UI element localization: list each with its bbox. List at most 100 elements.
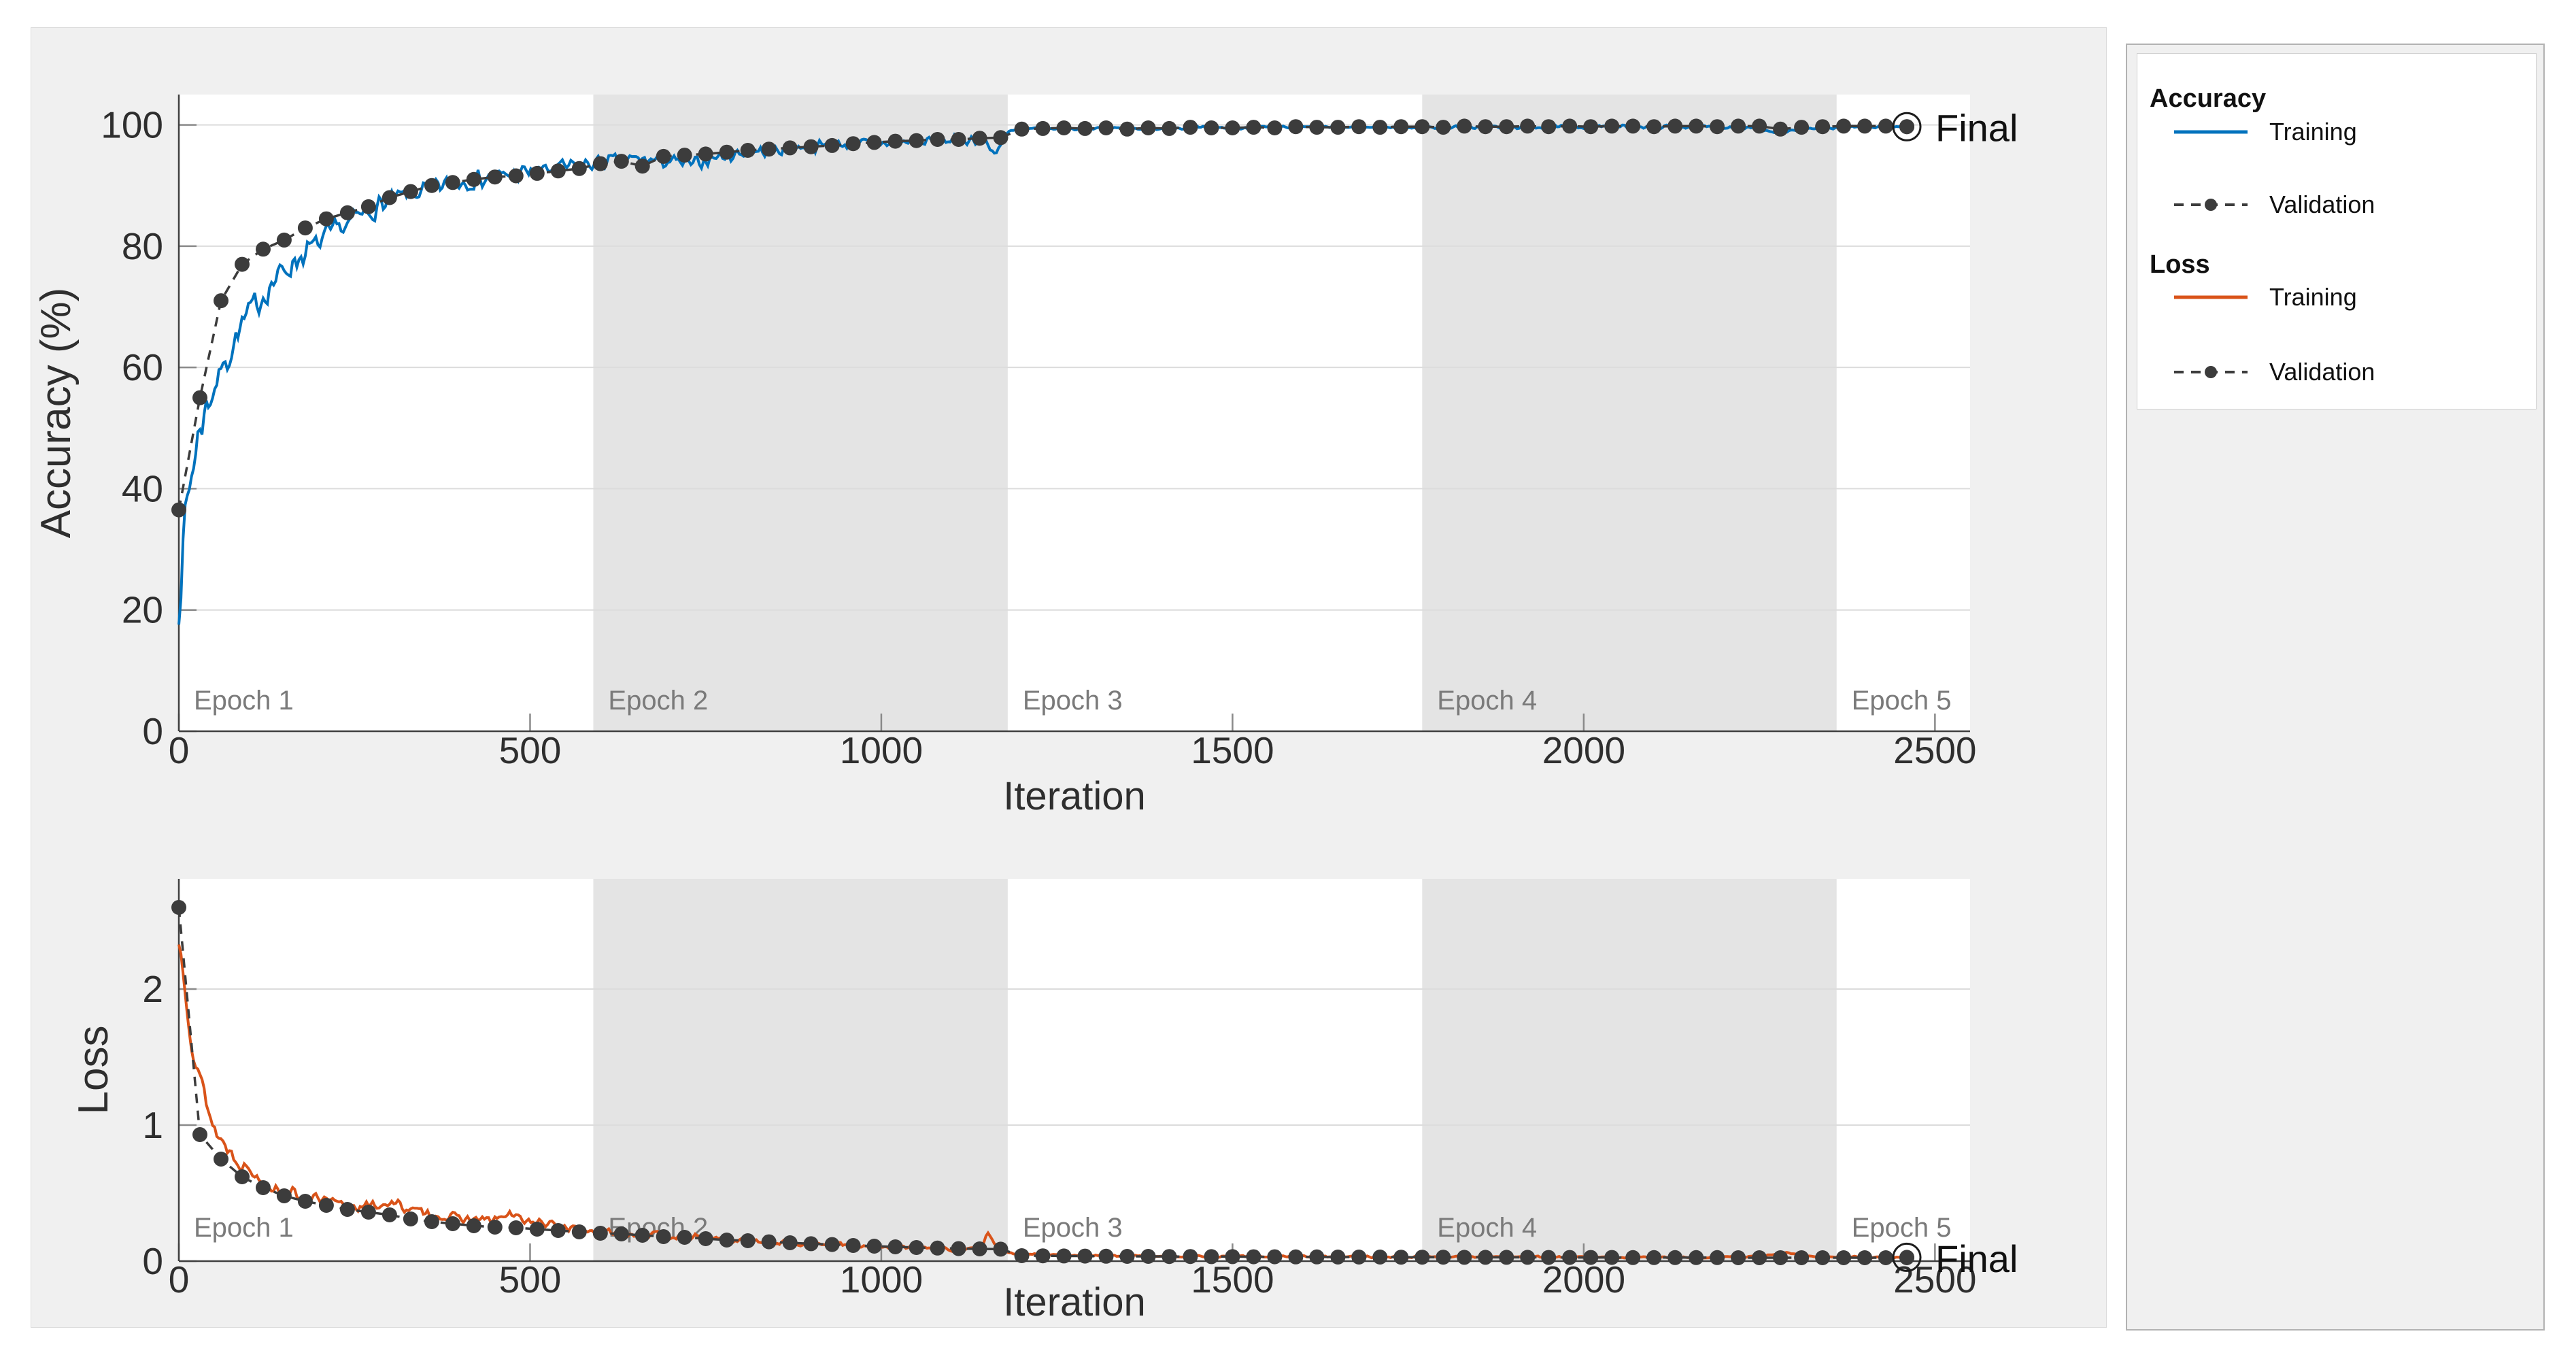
- validation-marker: [1098, 120, 1114, 135]
- validation-marker: [1414, 1250, 1430, 1265]
- validation-marker: [1436, 1250, 1451, 1265]
- validation-marker: [803, 1236, 819, 1252]
- epoch-label: Epoch 1: [194, 1213, 294, 1243]
- validation-marker: [803, 139, 819, 154]
- validation-marker: [1393, 1250, 1409, 1265]
- y-axis-label: Loss: [70, 1026, 117, 1115]
- validation-marker: [1773, 1250, 1789, 1265]
- legend-item-label: Validation: [2269, 190, 2375, 218]
- epoch-label: Epoch 4: [1437, 686, 1537, 716]
- epoch-label: Epoch 5: [1852, 686, 1952, 716]
- validation-marker: [719, 144, 734, 160]
- validation-marker: [951, 1241, 966, 1256]
- validation-marker: [1710, 119, 1725, 135]
- final-label: Final: [1935, 107, 2018, 150]
- validation-marker: [1225, 120, 1240, 135]
- validation-marker: [1604, 118, 1620, 134]
- epoch-label: Epoch 2: [608, 686, 708, 716]
- y-tick-label: 20: [122, 589, 163, 631]
- validation-marker: [192, 1127, 207, 1142]
- validation-marker: [1246, 120, 1261, 135]
- epoch-shaded-band: [1422, 95, 1837, 731]
- validation-marker: [1731, 118, 1746, 134]
- validation-marker: [1583, 119, 1599, 135]
- validation-marker: [677, 1230, 692, 1245]
- validation-marker: [1372, 1250, 1388, 1265]
- validation-marker: [297, 1194, 313, 1209]
- validation-marker: [318, 211, 334, 227]
- validation-marker: [1562, 118, 1578, 134]
- validation-marker: [1857, 1250, 1873, 1265]
- x-tick-label: 0: [169, 1258, 190, 1301]
- validation-marker: [719, 1233, 734, 1248]
- validation-marker: [866, 135, 882, 150]
- x-tick-label: 500: [499, 729, 562, 771]
- accuracy-chart: 0 500 1000 1500 2000 2500 0 20 40 60 80 100 Epoch 1 E…: [33, 95, 2018, 818]
- validation-marker: [930, 1240, 945, 1256]
- validation-marker: [1162, 1249, 1177, 1265]
- validation-marker: [360, 199, 376, 214]
- validation-marker: [740, 143, 756, 158]
- validation-marker: [1183, 120, 1198, 135]
- x-tick-label: 0: [169, 729, 190, 771]
- validation-marker: [1878, 118, 1893, 134]
- validation-marker: [403, 1211, 418, 1226]
- validation-marker: [487, 1220, 503, 1235]
- validation-marker: [424, 1214, 439, 1229]
- final-marker-ring: [1892, 112, 1922, 141]
- legend-item-label: Training: [2269, 283, 2357, 311]
- validation-marker: [761, 141, 777, 157]
- validation-marker: [1436, 120, 1451, 135]
- epoch-shaded-band: [593, 879, 1008, 1261]
- validation-marker: [1625, 118, 1641, 134]
- validation-marker: [235, 1169, 250, 1184]
- x-tick-label: 2000: [1542, 729, 1625, 771]
- validation-marker: [1056, 1248, 1072, 1264]
- validation-marker: [887, 133, 903, 149]
- legend-item-loss-training: Training: [2171, 282, 2357, 312]
- validation-marker: [1309, 120, 1325, 135]
- validation-marker: [1077, 120, 1093, 136]
- x-tick-label: 1000: [840, 729, 923, 771]
- validation-marker: [1162, 120, 1177, 136]
- validation-marker: [866, 1239, 882, 1254]
- epoch-label: Epoch 4: [1437, 1213, 1537, 1243]
- x-tick-label: 2000: [1542, 1258, 1625, 1301]
- validation-marker: [1731, 1250, 1746, 1265]
- legend-group-loss-title: Loss: [2150, 250, 2210, 279]
- final-marker-ring: [1892, 1242, 1922, 1272]
- validation-marker: [1330, 1250, 1346, 1265]
- y-tick-label: 60: [122, 346, 163, 388]
- validation-marker: [1351, 1250, 1367, 1265]
- validation-marker: [824, 137, 840, 153]
- epoch-shaded-band: [1422, 879, 1837, 1261]
- validation-marker: [1457, 1250, 1472, 1265]
- y-tick-label: 80: [122, 225, 163, 267]
- validation-marker: [1562, 1250, 1578, 1265]
- validation-marker: [930, 132, 945, 147]
- validation-marker: [972, 131, 987, 146]
- validation-marker: [1794, 1250, 1810, 1265]
- validation-marker: [613, 154, 629, 169]
- validation-marker: [592, 1226, 608, 1241]
- x-axis-label: Iteration: [1003, 1280, 1146, 1324]
- validation-marker: [1878, 1250, 1893, 1265]
- validation-marker: [1689, 1250, 1704, 1265]
- final-marker-dot: [1899, 119, 1915, 135]
- validation-marker: [824, 1237, 840, 1252]
- validation-marker: [276, 1188, 292, 1203]
- y-tick-label: 100: [101, 104, 163, 146]
- validation-marker: [993, 130, 1009, 146]
- validation-marker: [214, 293, 228, 309]
- validation-marker: [1225, 1249, 1240, 1265]
- validation-marker: [782, 1235, 798, 1250]
- validation-marker: [550, 163, 566, 179]
- validation-marker: [592, 156, 608, 171]
- validation-marker: [1667, 1250, 1683, 1265]
- validation-marker: [1773, 121, 1789, 137]
- validation-marker: [698, 146, 713, 162]
- validation-marker: [613, 1226, 629, 1241]
- validation-marker: [1288, 1249, 1304, 1265]
- legend-item-label: Validation: [2269, 358, 2375, 386]
